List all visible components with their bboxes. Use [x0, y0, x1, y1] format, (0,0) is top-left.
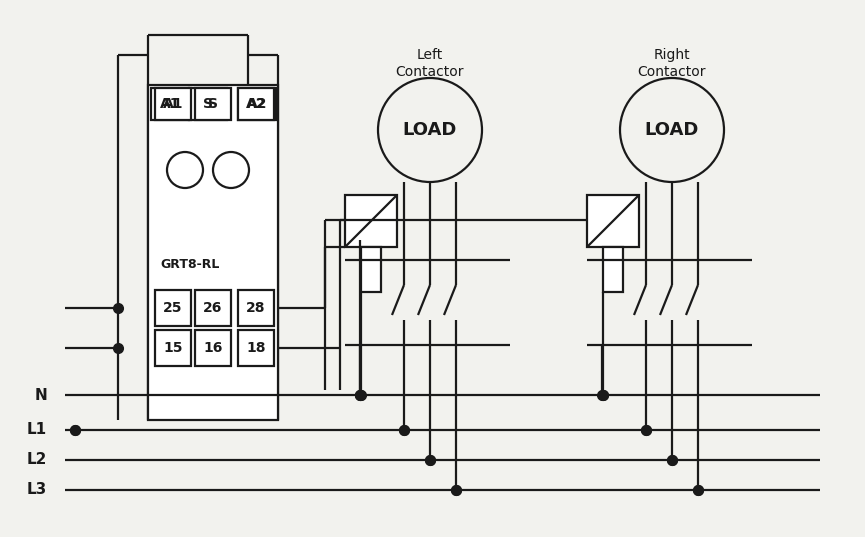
Bar — [155, 290, 191, 326]
Bar — [238, 290, 274, 326]
Text: 25: 25 — [163, 301, 183, 315]
Bar — [238, 88, 274, 120]
Text: 28: 28 — [247, 301, 266, 315]
Text: S: S — [203, 97, 213, 111]
Text: Contactor: Contactor — [638, 65, 706, 79]
Bar — [238, 88, 276, 120]
Text: N: N — [35, 388, 47, 403]
Text: A1: A1 — [160, 97, 180, 111]
Bar — [603, 247, 623, 292]
Text: Right: Right — [654, 48, 690, 62]
Bar — [155, 88, 191, 120]
Bar — [361, 247, 381, 292]
Bar — [155, 330, 191, 366]
Text: GRT8-RL: GRT8-RL — [160, 258, 220, 272]
Text: L1: L1 — [27, 423, 47, 438]
Bar — [195, 88, 231, 120]
Text: LOAD: LOAD — [644, 121, 699, 139]
Text: 18: 18 — [247, 341, 266, 355]
Text: A2: A2 — [247, 97, 267, 111]
Text: 16: 16 — [203, 341, 222, 355]
Bar — [195, 330, 231, 366]
Text: Contactor: Contactor — [396, 65, 465, 79]
Bar — [189, 88, 227, 120]
Text: L2: L2 — [27, 453, 47, 468]
Text: S: S — [208, 97, 218, 111]
Text: 15: 15 — [163, 341, 183, 355]
Text: LOAD: LOAD — [403, 121, 458, 139]
Text: A1: A1 — [163, 97, 183, 111]
Bar — [151, 88, 189, 120]
Bar — [587, 195, 639, 247]
Text: 26: 26 — [203, 301, 222, 315]
Bar — [195, 290, 231, 326]
Bar — [238, 330, 274, 366]
Text: L3: L3 — [27, 483, 47, 497]
Text: Left: Left — [417, 48, 443, 62]
Bar — [345, 195, 397, 247]
Bar — [148, 85, 278, 420]
Text: A2: A2 — [246, 97, 266, 111]
